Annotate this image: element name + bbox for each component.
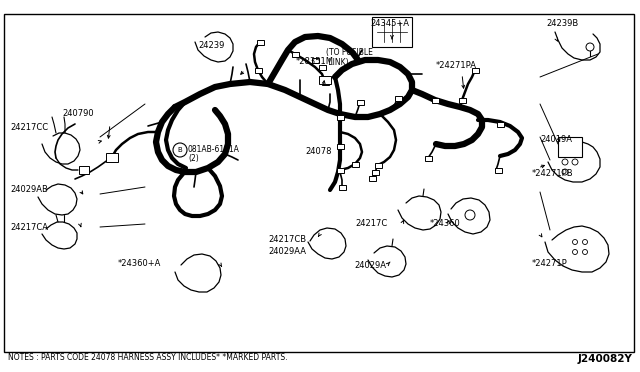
Text: *24271P: *24271P xyxy=(532,260,568,269)
Bar xyxy=(356,99,364,105)
Circle shape xyxy=(572,159,578,165)
Text: 24078: 24078 xyxy=(305,148,332,157)
Text: 24217CA: 24217CA xyxy=(10,222,48,231)
Bar xyxy=(337,167,344,173)
Circle shape xyxy=(573,250,577,254)
Bar xyxy=(319,64,326,70)
Text: 24029A: 24029A xyxy=(354,262,386,270)
Text: 081AB-6121A: 081AB-6121A xyxy=(188,145,240,154)
FancyBboxPatch shape xyxy=(558,137,582,157)
Bar xyxy=(312,58,319,62)
Bar xyxy=(351,161,358,167)
Bar xyxy=(337,144,344,148)
Circle shape xyxy=(573,240,577,244)
Bar xyxy=(424,155,431,160)
Circle shape xyxy=(562,169,568,175)
Circle shape xyxy=(582,250,588,254)
Bar xyxy=(321,80,328,84)
Bar xyxy=(371,170,378,174)
Text: 24217CC: 24217CC xyxy=(10,122,48,131)
Text: 24019A: 24019A xyxy=(540,135,572,144)
Text: B: B xyxy=(178,147,182,153)
Text: 24345+A: 24345+A xyxy=(370,19,409,29)
Text: *24271PB: *24271PB xyxy=(532,170,573,179)
Text: (2): (2) xyxy=(188,154,199,164)
Bar xyxy=(495,167,502,173)
Text: 24239B: 24239B xyxy=(546,19,579,29)
Bar xyxy=(394,96,401,100)
Bar xyxy=(374,163,381,167)
Bar xyxy=(106,153,118,161)
Bar xyxy=(369,176,376,180)
Text: 240790: 240790 xyxy=(62,109,93,119)
Text: NOTES : PARTS CODE 24078 HARNESS ASSY INCLUDES* *MARKED PARTS.: NOTES : PARTS CODE 24078 HARNESS ASSY IN… xyxy=(8,353,287,362)
Circle shape xyxy=(173,143,187,157)
FancyBboxPatch shape xyxy=(372,17,412,47)
Bar xyxy=(339,185,346,189)
Text: *24271PA: *24271PA xyxy=(436,61,477,71)
Text: *28351M: *28351M xyxy=(296,58,334,67)
Circle shape xyxy=(586,43,594,51)
Bar xyxy=(291,51,298,57)
Circle shape xyxy=(562,159,568,165)
Text: 24217CB: 24217CB xyxy=(268,235,306,244)
Bar xyxy=(255,67,262,73)
Circle shape xyxy=(465,210,475,220)
Text: 24029AA: 24029AA xyxy=(268,247,306,257)
Text: 24239: 24239 xyxy=(198,42,225,51)
Bar xyxy=(79,166,89,174)
Bar xyxy=(497,122,504,126)
Bar xyxy=(319,76,331,84)
Text: LINK): LINK) xyxy=(326,58,349,67)
Text: 24217C: 24217C xyxy=(355,219,387,228)
Circle shape xyxy=(582,240,588,244)
Text: (TO FUSIBLE: (TO FUSIBLE xyxy=(326,48,373,57)
Text: 24029AB: 24029AB xyxy=(10,186,48,195)
Bar xyxy=(257,39,264,45)
Bar xyxy=(337,115,344,119)
Text: *24360: *24360 xyxy=(430,219,461,228)
Bar xyxy=(458,97,465,103)
Bar xyxy=(472,67,479,73)
Bar xyxy=(431,97,438,103)
Text: *24360+A: *24360+A xyxy=(118,260,161,269)
Text: J240082Y: J240082Y xyxy=(577,354,632,364)
